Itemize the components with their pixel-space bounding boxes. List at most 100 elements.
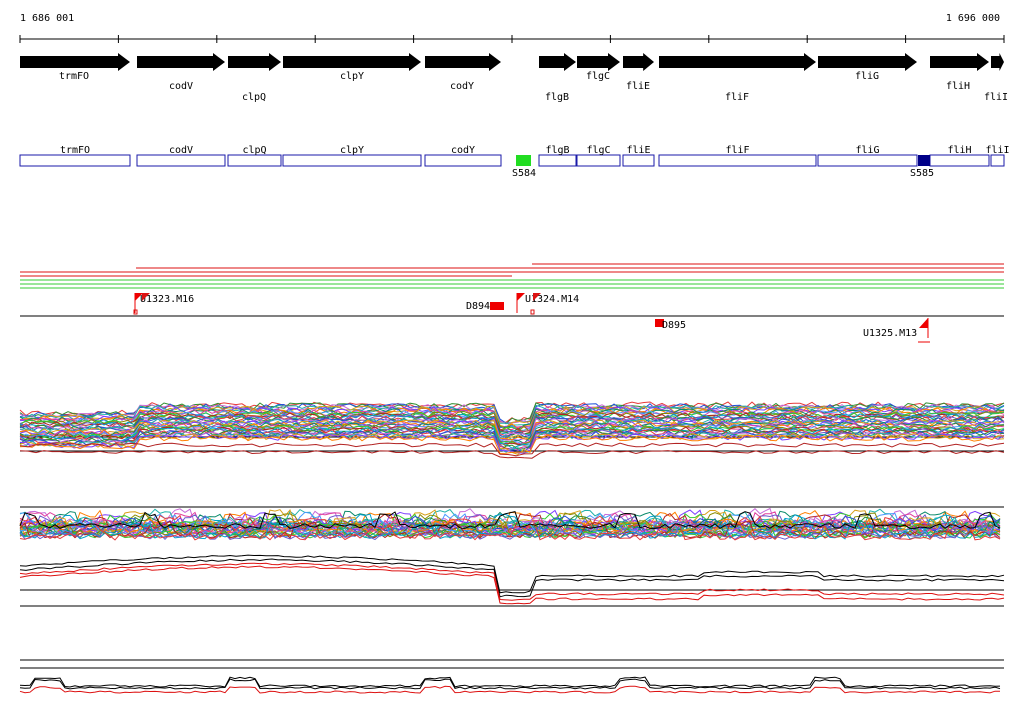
coordinate-start-label: 1 686 001 xyxy=(20,13,75,24)
profile2-series-line xyxy=(19,511,1001,530)
gene-box-label-flgB: flgB xyxy=(545,145,569,156)
marker-block-d894[interactable] xyxy=(490,302,504,310)
gene-arrow-flgC[interactable] xyxy=(577,53,620,71)
marker-label-u1325-m13: U1325.M13 xyxy=(863,328,917,339)
gene-box-codY[interactable] xyxy=(424,154,502,167)
gene-label-flgC: flgC xyxy=(586,71,610,82)
gene-arrow-track[interactable]: trmFO codV clpQ clpY codY flgB flgC fliE fliF fli… xyxy=(20,53,1008,103)
gene-arrow-fliI[interactable] xyxy=(991,53,1004,71)
marker-dot xyxy=(530,309,535,315)
profile3-series-line xyxy=(19,562,1005,601)
gene-arrow-trmFO[interactable] xyxy=(20,53,130,71)
gene-arrow-fliE[interactable] xyxy=(623,53,654,71)
gene-label-fliG: fliG xyxy=(855,71,879,82)
marker-label-d895: D895 xyxy=(662,320,686,331)
marker-flag-u1324-m14[interactable] xyxy=(517,293,525,301)
profile3-series-line xyxy=(19,565,1005,605)
gene-box-label-flgC: flgC xyxy=(586,145,610,156)
profile4-series-line xyxy=(19,685,1000,694)
marker-flag-u1323-m16[interactable] xyxy=(135,293,143,301)
gene-label-fliE: fliE xyxy=(626,81,650,92)
profile1-series-line xyxy=(19,431,1005,453)
feature-label-s585: S585 xyxy=(910,168,934,179)
gene-box-label-fliH: fliH xyxy=(947,145,971,156)
gene-box-label-clpQ: clpQ xyxy=(242,145,266,156)
gene-box-clpY[interactable] xyxy=(282,154,422,167)
gene-box-flgC[interactable] xyxy=(576,154,621,167)
feature-s584[interactable] xyxy=(516,155,531,166)
profile1-series-line xyxy=(19,434,1005,455)
profile1-series-line xyxy=(19,433,1005,454)
gene-arrow-clpQ[interactable] xyxy=(228,53,281,71)
gene-box-fliF[interactable] xyxy=(658,154,817,167)
coordinate-ruler xyxy=(19,35,1005,43)
gene-label-fliI: fliI xyxy=(984,92,1008,103)
gene-box-fliI[interactable] xyxy=(990,154,1005,167)
profile1-series-line xyxy=(19,412,1005,435)
profile1-series-line xyxy=(19,415,1005,436)
gene-label-clpQ: clpQ xyxy=(242,92,266,103)
profile2-series-line xyxy=(19,518,1001,537)
profile1-series-line xyxy=(19,429,1005,452)
gene-label-clpY: clpY xyxy=(340,71,364,82)
gene-arrow-clpY[interactable] xyxy=(283,53,421,71)
profile1-series-line xyxy=(19,409,1005,432)
gene-box-label-fliI: fliI xyxy=(985,145,1009,156)
gene-box-clpQ[interactable] xyxy=(227,154,282,167)
gene-label-fliF: fliF xyxy=(725,92,749,103)
gene-box-label-fliG: fliG xyxy=(855,145,879,156)
profile1-series-line xyxy=(19,406,1005,429)
gene-box-flgB[interactable] xyxy=(538,154,577,167)
coordinate-end-label: 1 696 000 xyxy=(945,13,1000,24)
profile-track-1 xyxy=(19,401,1005,459)
profile3-series-line xyxy=(19,558,1005,598)
gene-arrow-fliH[interactable] xyxy=(930,53,989,71)
gene-label-fliH: fliH xyxy=(946,81,970,92)
gene-box-fliH[interactable] xyxy=(929,154,990,167)
marker-flag-u1325-m13[interactable] xyxy=(919,318,928,328)
gene-box-label-trmFO: trmFO xyxy=(60,145,90,156)
marker-label-u1323-m16: U1323.M16 xyxy=(140,294,194,305)
gene-label-codY: codY xyxy=(450,81,474,92)
profile3-series-line xyxy=(19,554,1005,594)
profile4-series-line xyxy=(19,676,1001,688)
gene-box-label-codY: codY xyxy=(451,145,475,156)
profile-track-4 xyxy=(19,659,1004,694)
gene-label-flgB: flgB xyxy=(545,92,569,103)
gene-box-codV[interactable] xyxy=(136,154,226,167)
profile4-series-line xyxy=(19,678,1001,690)
profile-track-3 xyxy=(19,554,1005,607)
gene-box-fliG[interactable] xyxy=(817,154,918,167)
profile1-series-line xyxy=(19,442,1005,457)
gene-label-trmFO: trmFO xyxy=(59,71,89,82)
horizontal-line-track xyxy=(20,263,1004,289)
gene-box-label-fliE: fliE xyxy=(626,145,650,156)
marker-dot xyxy=(133,309,138,315)
gene-arrow-codY[interactable] xyxy=(425,53,501,71)
marker-block-d895[interactable] xyxy=(655,319,664,327)
gene-arrow-codV[interactable] xyxy=(137,53,225,71)
gene-box-track[interactable]: trmFO codV clpQ clpY codY flgB flgC fliE fliF fli… xyxy=(19,145,1010,179)
gene-box-label-codV: codV xyxy=(169,145,193,156)
profile2-series-line xyxy=(19,513,1001,533)
gene-box-trmFO[interactable] xyxy=(19,154,131,167)
feature-label-s584: S584 xyxy=(512,168,536,179)
gene-arrow-fliG[interactable] xyxy=(818,53,917,71)
profile2-series-line xyxy=(19,522,1001,541)
gene-arrow-flgB[interactable] xyxy=(539,53,576,71)
marker-flag-secondary xyxy=(142,293,150,301)
gene-box-label-fliF: fliF xyxy=(725,145,749,156)
marker-track[interactable]: U1323.M16 D894 U1324.M14 D895 U1325.M13 xyxy=(20,293,1004,343)
gene-arrow-fliF[interactable] xyxy=(659,53,816,71)
marker-flag-secondary xyxy=(533,293,541,301)
profile-track-2 xyxy=(19,506,1004,541)
marker-label-u1324-m14: U1324.M14 xyxy=(525,294,579,305)
profile2-series-line xyxy=(19,522,1001,541)
feature-s585[interactable] xyxy=(918,155,930,166)
gene-label-codV: codV xyxy=(169,81,193,92)
gene-box-fliE[interactable] xyxy=(622,154,655,167)
gene-box-label-clpY: clpY xyxy=(340,145,364,156)
marker-label-d894: D894 xyxy=(466,301,490,312)
